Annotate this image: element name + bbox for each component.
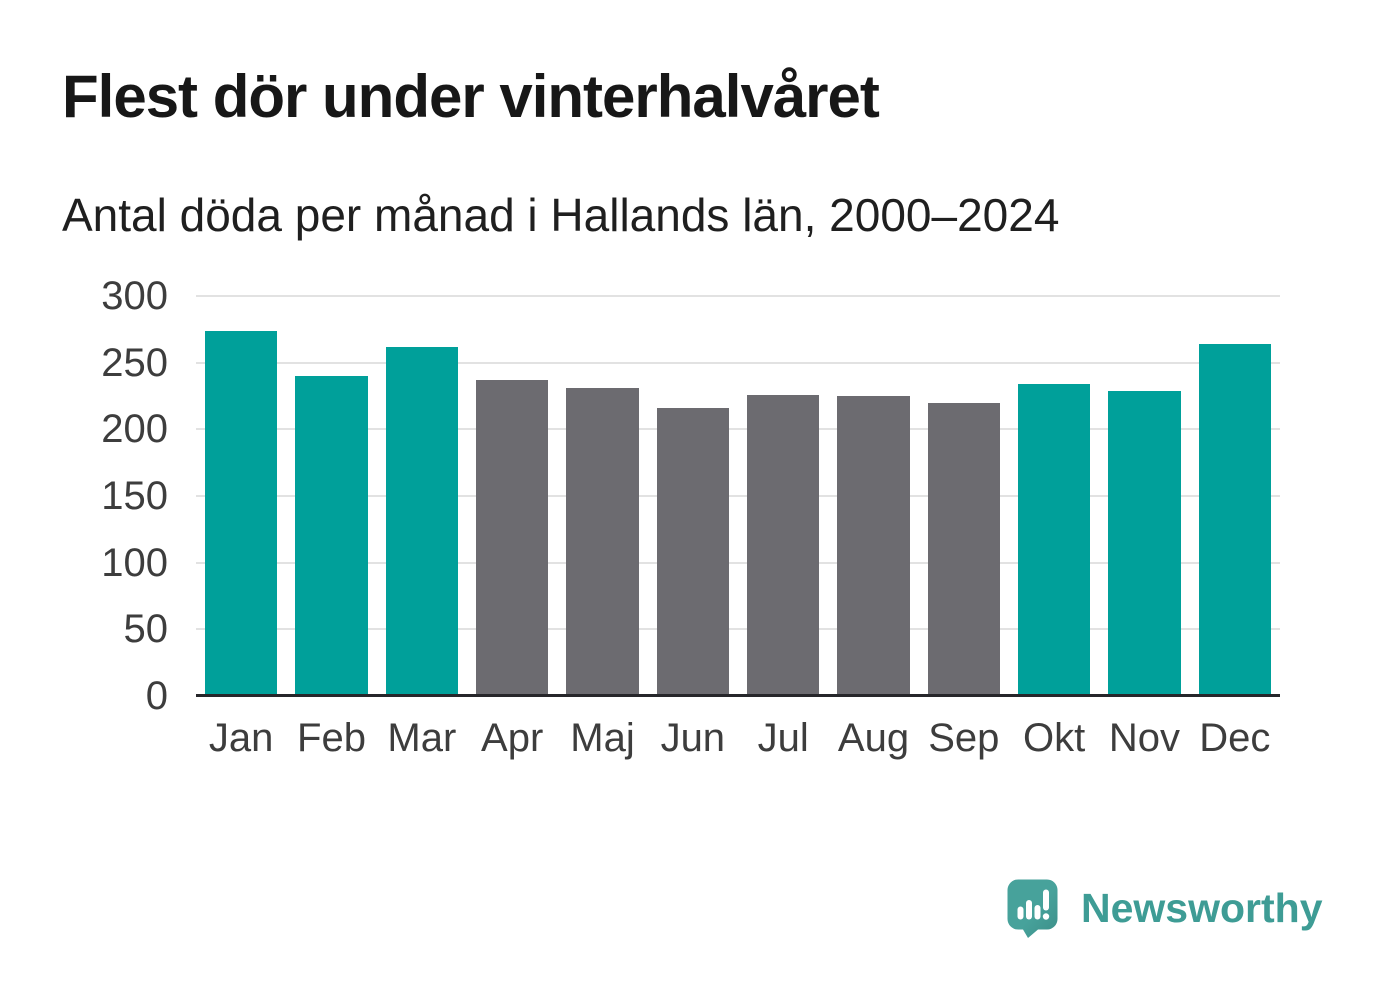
gridline-50 xyxy=(196,628,1280,631)
y-axis-tick-label-200: 200 xyxy=(101,407,168,452)
chart-title: Flest dör under vinterhalvåret xyxy=(62,63,880,130)
logo-exclamation-stem xyxy=(1043,889,1049,910)
logo-bar-short xyxy=(1017,906,1024,919)
chart-subtitle: Antal döda per månad i Hallands län, 200… xyxy=(62,189,1060,241)
gridline-300 xyxy=(196,295,1280,297)
x-axis-tick-label-okt: Okt xyxy=(1023,716,1086,760)
x-axis-tick-label-sep: Sep xyxy=(928,716,1000,760)
newsworthy-logo: Newsworthy xyxy=(1007,878,1323,938)
x-axis-tick-label-jan: Jan xyxy=(208,716,274,760)
bar-jan xyxy=(205,330,278,696)
gridline-200 xyxy=(196,428,1280,431)
y-axis-tick-label-0: 0 xyxy=(145,674,168,718)
bar-dec xyxy=(1198,344,1271,696)
y-axis-tick-label-150: 150 xyxy=(101,474,168,518)
bar-okt xyxy=(1018,384,1091,696)
newsworthy-speech-bubble-chart-icon xyxy=(1007,879,1058,938)
x-axis-tick-label-feb: Feb xyxy=(297,716,366,760)
x-axis-tick-label-apr: Apr xyxy=(481,716,544,760)
plot-area xyxy=(196,295,1280,697)
bar-nov xyxy=(1108,390,1181,696)
bar-jun xyxy=(656,408,729,696)
gridline-150 xyxy=(196,495,1280,497)
bar-mar xyxy=(385,346,458,696)
x-axis-tick-label-jul: Jul xyxy=(757,716,809,760)
y-axis: 0 50 100 150 200 250 300 xyxy=(0,274,169,718)
y-axis-tick-label-250: 250 xyxy=(101,340,168,385)
x-axis-tick-label-dec: Dec xyxy=(1199,716,1271,760)
bar-sep xyxy=(927,402,1000,696)
y-axis-tick-label-100: 100 xyxy=(101,540,168,585)
gridline-100 xyxy=(196,561,1280,564)
x-axis-tick-label-maj: Maj xyxy=(570,716,635,760)
bar-apr xyxy=(476,380,549,696)
bar-feb xyxy=(295,376,368,696)
x-axis-tick-label-jun: Jun xyxy=(660,716,726,760)
logo-bar-medium xyxy=(1034,904,1041,919)
x-axis-baseline xyxy=(196,694,1280,697)
x-axis: Jan Feb Mar Apr Maj Jun Jul Aug Sep Okt Nov Dec xyxy=(196,712,1280,764)
y-axis-tick-label-50: 50 xyxy=(123,607,169,652)
logo-exclamation-dot xyxy=(1042,912,1050,920)
x-axis-tick-label-aug: Aug xyxy=(837,716,910,760)
newsworthy-wordmark: Newsworthy xyxy=(1081,884,1323,931)
x-axis-tick-label-mar: Mar xyxy=(387,716,457,760)
gridline-250 xyxy=(196,361,1280,364)
bar-jul xyxy=(747,394,820,696)
bar-maj xyxy=(566,388,639,696)
bar-aug xyxy=(837,396,910,696)
logo-bar-tall xyxy=(1026,899,1032,919)
x-axis-tick-label-nov: Nov xyxy=(1108,716,1181,760)
y-axis-tick-label-300: 300 xyxy=(101,274,168,318)
